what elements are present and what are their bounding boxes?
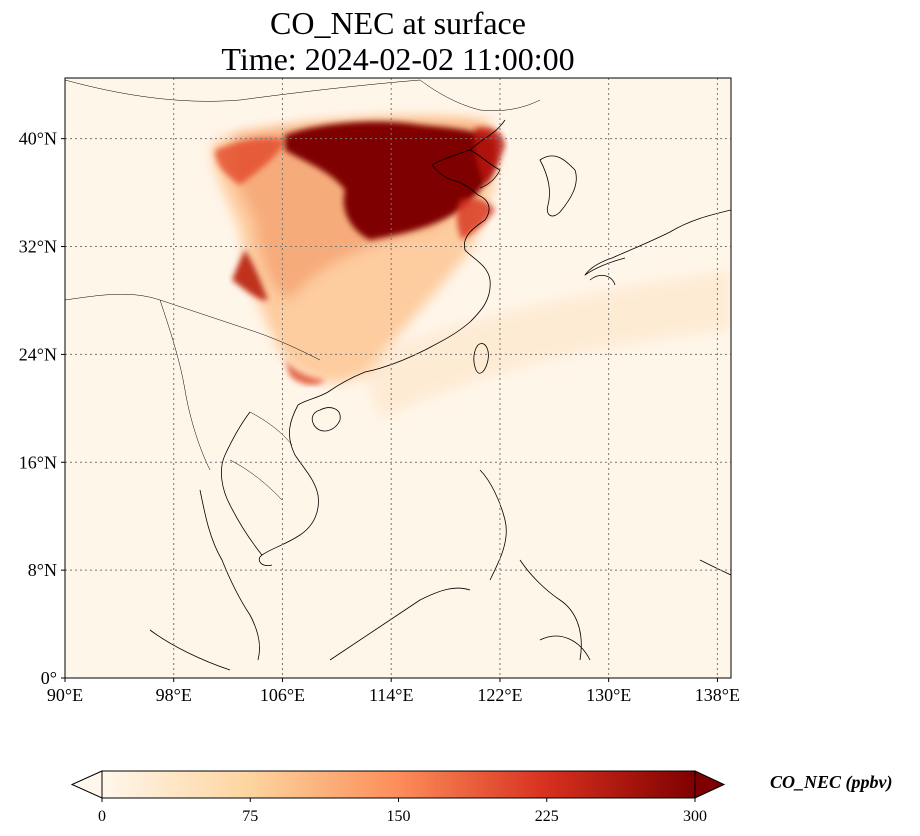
lon-tick-label: 130°E xyxy=(586,685,631,705)
map-panel: 90°E 98°E 106°E 114°E 122°E 130°E 138°E 0° 8°N 1… xyxy=(19,77,740,705)
colorbar-label: CO_NEC (ppbv) xyxy=(770,772,893,793)
gridlines xyxy=(65,78,731,678)
map-frame xyxy=(64,77,732,679)
lat-tick-label: 0° xyxy=(41,668,57,688)
lon-tick-label: 122°E xyxy=(477,685,522,705)
colorbar-max-extend xyxy=(694,770,726,799)
colorbar-min-extend xyxy=(70,770,103,799)
lat-tick-label: 24°N xyxy=(19,344,57,364)
lat-tick-label: 32°N xyxy=(19,237,57,257)
lon-tick-label: 98°E xyxy=(156,685,192,705)
lon-tick-label: 114°E xyxy=(369,685,414,705)
country-borders xyxy=(65,79,541,501)
concentration-field xyxy=(212,116,731,420)
colorbar-gradient xyxy=(102,771,695,798)
colorbar-tick-label: 150 xyxy=(387,808,411,825)
coastlines xyxy=(149,119,731,671)
lat-tick-label: 16°N xyxy=(19,452,57,472)
lon-tick-label: 90°E xyxy=(47,685,83,705)
colorbar: 0 75 150 225 300 CO_NEC (ppbv) xyxy=(70,770,893,825)
colorbar-tick-label: 75 xyxy=(242,808,258,825)
map-title: CO_NEC at surface xyxy=(270,5,526,41)
lat-tick-label: 8°N xyxy=(28,560,57,580)
colorbar-tick-label: 0 xyxy=(98,808,106,825)
colorbar-tick-label: 225 xyxy=(535,808,559,825)
lon-tick-label: 106°E xyxy=(260,685,305,705)
lon-tick-label: 138°E xyxy=(695,685,740,705)
colorbar-tick-label: 300 xyxy=(683,808,707,825)
lon-ticks: 90°E 98°E 106°E 114°E 122°E 130°E 138°E xyxy=(47,678,740,705)
lat-ticks: 0° 8°N 16°N 24°N 32°N 40°N xyxy=(19,129,65,688)
lat-tick-label: 40°N xyxy=(19,129,57,149)
map-subtitle: Time: 2024-02-02 11:00:00 xyxy=(221,41,575,77)
colorbar-ticks: 0 75 150 225 300 xyxy=(98,798,707,825)
